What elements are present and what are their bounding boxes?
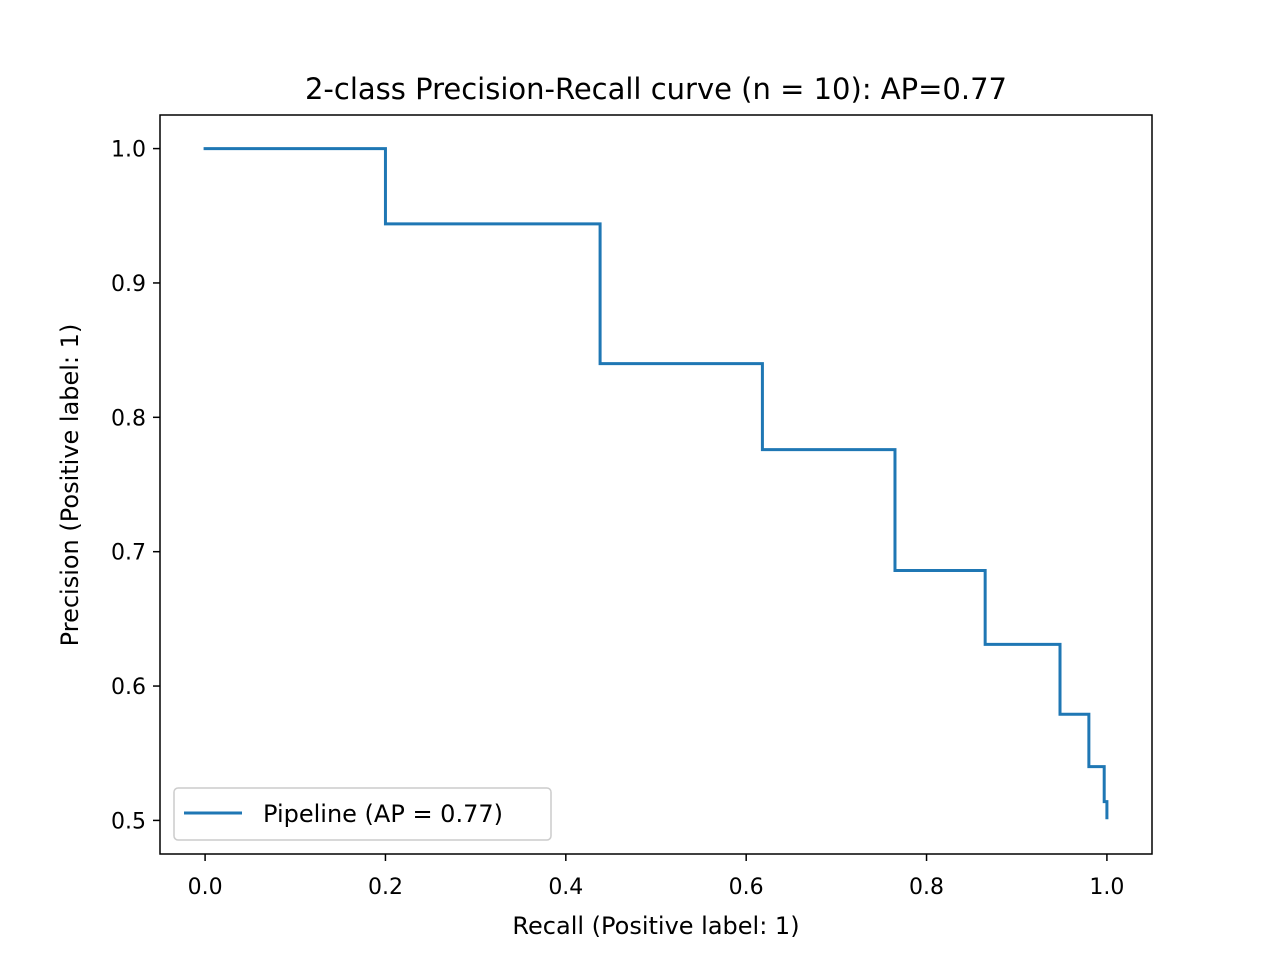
x-tick-label: 0.6: [729, 875, 764, 900]
x-tick-label: 1.0: [1089, 875, 1124, 900]
y-tick-label: 0.7: [111, 541, 146, 566]
x-axis-ticks: 0.0 0.2 0.4 0.6 0.8 1.0: [188, 854, 1124, 900]
y-tick-label: 0.8: [111, 406, 146, 431]
series-line-pipeline: [203, 147, 1109, 820]
chart-title: 2-class Precision-Recall curve (n = 10):…: [305, 72, 1007, 106]
y-axis-label: Precision (Positive label: 1): [56, 324, 84, 647]
x-tick-label: 0.8: [909, 875, 944, 900]
x-tick-label: 0.4: [548, 875, 583, 900]
y-tick-label: 1.0: [111, 138, 146, 163]
axes-frame: [159, 114, 1153, 855]
plot-area: [159, 114, 1153, 855]
x-axis-label: Recall (Positive label: 1): [512, 912, 799, 940]
y-tick-label: 0.9: [111, 272, 146, 297]
y-tick-label: 0.5: [111, 809, 146, 834]
y-axis-ticks: 0.5 0.6 0.7 0.8 0.9 1.0: [111, 138, 160, 834]
x-tick-label: 0.0: [188, 875, 223, 900]
y-tick-label: 0.6: [111, 675, 146, 700]
legend-box: [173, 787, 552, 841]
legend: Pipeline (AP = 0.77): [173, 787, 552, 841]
legend-label-pipeline: Pipeline (AP = 0.77): [263, 800, 503, 828]
x-tick-label: 0.2: [368, 875, 403, 900]
